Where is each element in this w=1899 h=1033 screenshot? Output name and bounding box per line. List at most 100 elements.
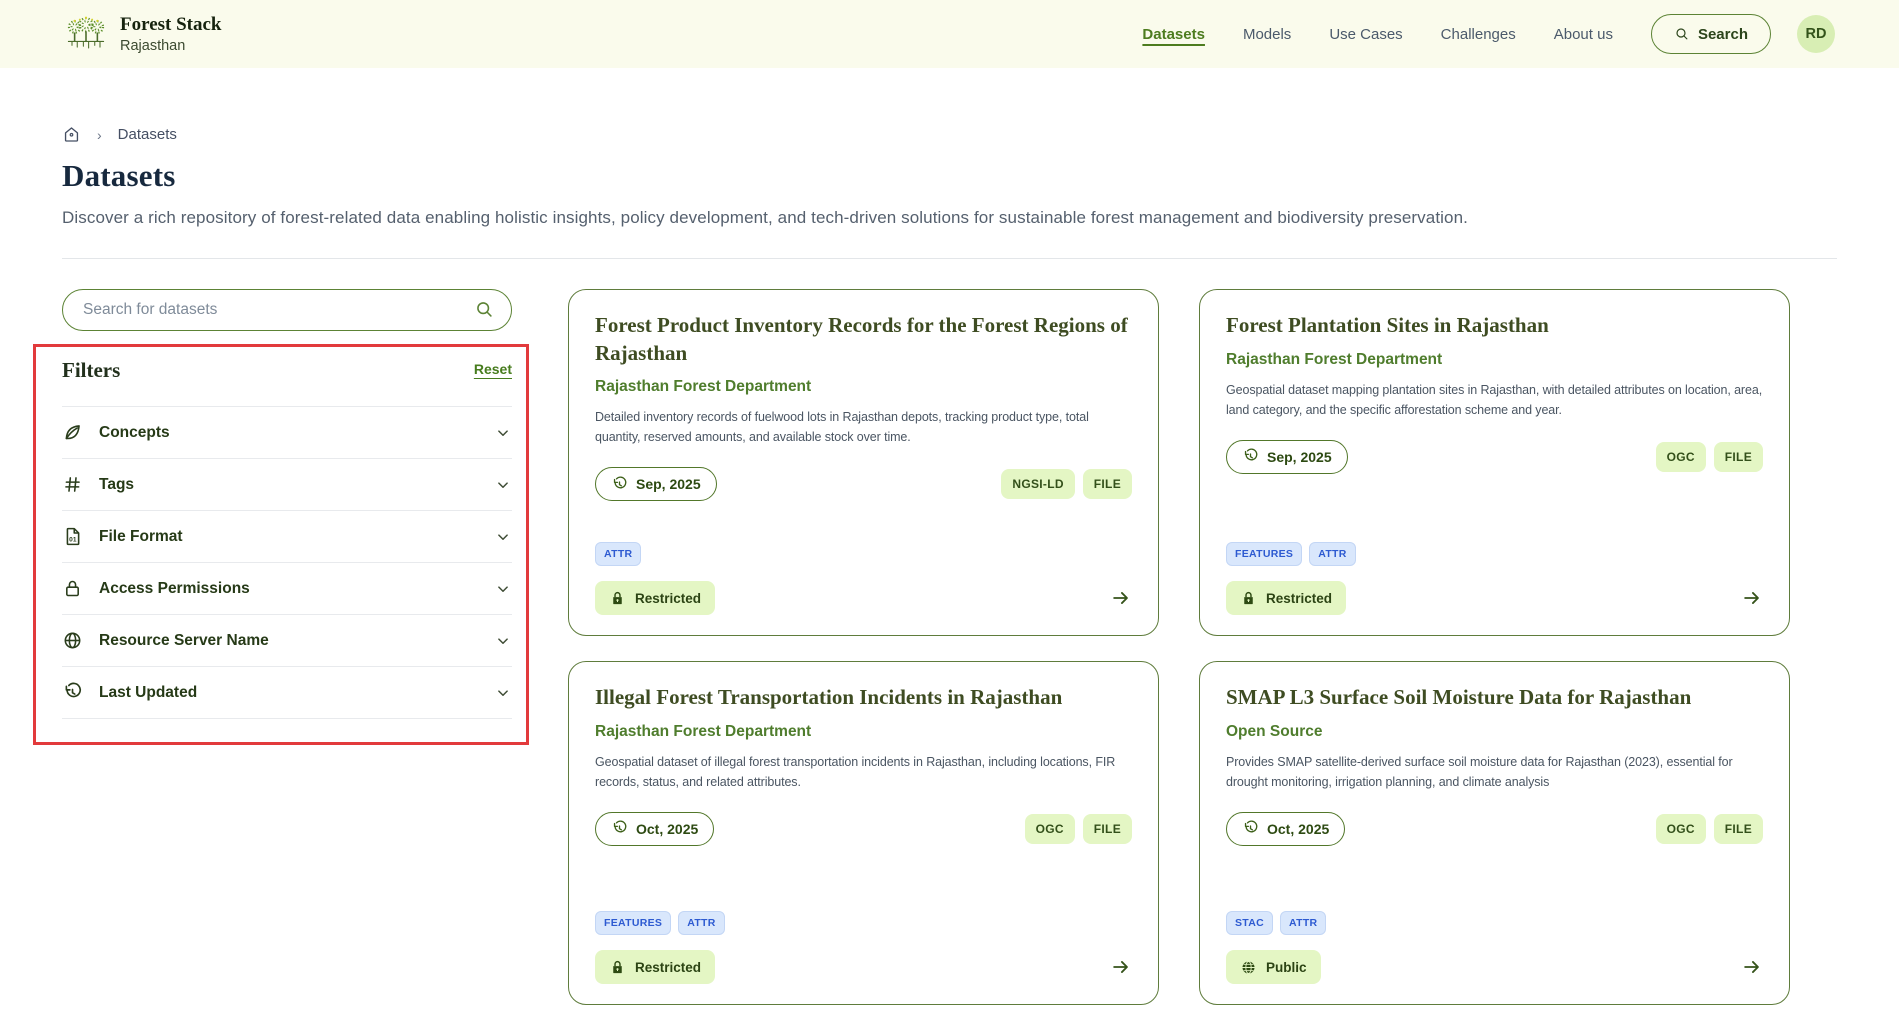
api-badges: FEATURES ATTR [595, 911, 1132, 935]
access-label: Restricted [635, 959, 702, 975]
globe-icon [1240, 959, 1257, 976]
filters-panel: Filters Reset Concepts Tags File Format … [33, 344, 529, 745]
breadcrumb-current[interactable]: Datasets [117, 126, 177, 143]
header-search-button[interactable]: Search [1650, 14, 1771, 54]
lock-icon [609, 590, 626, 607]
last-updated-pill: Sep, 2025 [595, 467, 717, 502]
format-badges: OGC FILE [1655, 813, 1763, 844]
chevron-down-icon [494, 476, 512, 494]
dataset-card-smap-l3-surface-soil-moisture-data-for-r[interactable]: SMAP L3 Surface Soil Moisture Data for R… [1199, 661, 1790, 1005]
filter-item-access-permissions[interactable]: Access Permissions [62, 563, 512, 615]
filter-item-last-updated[interactable]: Last Updated [62, 667, 512, 719]
format-badge-ngsi-ld: NGSI-LD [1001, 469, 1075, 500]
dataset-card-forest-product-inventory-records-for-the[interactable]: Forest Product Inventory Records for the… [568, 289, 1159, 636]
filter-label: Tags [99, 475, 135, 493]
breadcrumb-separator: › [97, 126, 102, 143]
api-badge-attr: ATTR [678, 911, 725, 935]
lock-icon [1240, 590, 1257, 607]
lock-icon [62, 578, 83, 599]
history-clock-icon [611, 476, 628, 493]
globe-icon [62, 630, 83, 651]
last-updated-value: Oct, 2025 [1267, 820, 1330, 837]
access-badge: Restricted [1226, 581, 1347, 615]
dataset-organization: Open Source [1226, 722, 1323, 740]
last-updated-pill: Oct, 2025 [595, 811, 715, 846]
filter-item-tags[interactable]: Tags [62, 459, 512, 511]
file-icon [62, 526, 83, 547]
format-badge-file: FILE [1082, 813, 1132, 844]
nav-item-datasets[interactable]: Datasets [1142, 25, 1205, 43]
section-divider [62, 258, 1837, 259]
format-badges: OGC FILE [1024, 813, 1132, 844]
filters-reset-link[interactable]: Reset [473, 361, 512, 377]
dataset-search-input[interactable] [62, 289, 512, 331]
breadcrumb: › Datasets [62, 125, 1837, 144]
open-dataset-arrow-button[interactable] [1741, 587, 1763, 609]
last-updated-value: Sep, 2025 [1267, 448, 1332, 465]
dataset-organization: Rajasthan Forest Department [1226, 350, 1443, 368]
brand-title: Forest Stack [120, 14, 222, 36]
home-icon[interactable] [62, 125, 81, 144]
leaf-icon [62, 422, 83, 443]
dataset-card-illegal-forest-transportation-incidents-[interactable]: Illegal Forest Transportation Incidents … [568, 661, 1159, 1005]
dataset-description: Detailed inventory records of fuelwood l… [595, 410, 1089, 445]
filter-label: Last Updated [99, 683, 198, 701]
open-dataset-arrow-button[interactable] [1110, 587, 1132, 609]
dataset-title: Forest Plantation Sites in Rajasthan [1226, 313, 1549, 337]
dataset-description: Geospatial dataset of illegal forest tra… [595, 754, 1116, 789]
dataset-organization: Rajasthan Forest Department [595, 378, 812, 396]
last-updated-pill: Oct, 2025 [1226, 811, 1346, 846]
format-badges: NGSI-LD FILE [1001, 469, 1132, 500]
filter-list: Concepts Tags File Format Access Permiss… [62, 406, 512, 719]
format-badge-file: FILE [1713, 441, 1763, 472]
filter-item-concepts[interactable]: Concepts [62, 407, 512, 459]
search-icon [1674, 26, 1690, 42]
chevron-down-icon [494, 580, 512, 598]
nav-item-challenges[interactable]: Challenges [1440, 25, 1516, 43]
history-clock-icon [611, 820, 628, 837]
main-nav: Datasets Models Use Cases Challenges About u… [1142, 26, 1613, 43]
open-dataset-arrow-button[interactable] [1110, 956, 1132, 978]
filters-title: Filters [62, 358, 121, 382]
page-main: › Datasets Datasets Discover a rich repo… [0, 125, 1899, 1005]
filter-item-resource-server-name[interactable]: Resource Server Name [62, 615, 512, 667]
nav-item-use-cases[interactable]: Use Cases [1329, 25, 1403, 43]
dataset-title: Forest Product Inventory Records for the… [595, 313, 1128, 365]
filter-label: Concepts [99, 423, 170, 441]
forest-logo-icon [67, 16, 105, 49]
search-icon[interactable] [474, 299, 495, 320]
api-badge-features: FEATURES [595, 911, 672, 935]
filter-label: Resource Server Name [99, 631, 269, 649]
format-badge-file: FILE [1082, 469, 1132, 500]
last-updated-value: Oct, 2025 [636, 820, 699, 837]
dataset-card-forest-plantation-sites-in-rajasthan[interactable]: Forest Plantation Sites in Rajasthan Raj… [1199, 289, 1790, 636]
header-search-label: Search [1697, 25, 1748, 43]
chevron-down-icon [494, 528, 512, 546]
filter-sidebar: Filters Reset Concepts Tags File Format … [33, 289, 529, 745]
nav-item-about-us[interactable]: About us [1553, 25, 1613, 43]
chevron-down-icon [494, 424, 512, 442]
dataset-description: Geospatial dataset mapping plantation si… [1226, 382, 1763, 417]
user-avatar[interactable]: RD [1797, 15, 1835, 53]
access-badge: Public [1226, 950, 1321, 984]
api-badge-attr: ATTR [1309, 542, 1356, 566]
api-badge-features: FEATURES [1226, 542, 1303, 566]
format-badge-ogc: OGC [1655, 813, 1706, 844]
dataset-organization: Rajasthan Forest Department [595, 722, 812, 740]
filter-label: Access Permissions [99, 579, 250, 597]
dataset-cards-grid: Forest Product Inventory Records for the… [568, 289, 1790, 1005]
brand-subtitle: Rajasthan [120, 37, 186, 54]
arrow-right-icon [1741, 956, 1763, 978]
arrow-right-icon [1110, 956, 1132, 978]
open-dataset-arrow-button[interactable] [1741, 956, 1763, 978]
filter-label: File Format [99, 527, 183, 545]
access-badge: Restricted [595, 581, 716, 615]
chevron-down-icon [494, 632, 512, 650]
history-clock-icon [62, 682, 83, 703]
arrow-right-icon [1110, 587, 1132, 609]
lock-icon [609, 959, 626, 976]
filter-item-file-format[interactable]: File Format [62, 511, 512, 563]
brand-logo[interactable]: Forest Stack Rajasthan [64, 13, 222, 55]
chevron-down-icon [494, 684, 512, 702]
nav-item-models[interactable]: Models [1242, 25, 1292, 43]
